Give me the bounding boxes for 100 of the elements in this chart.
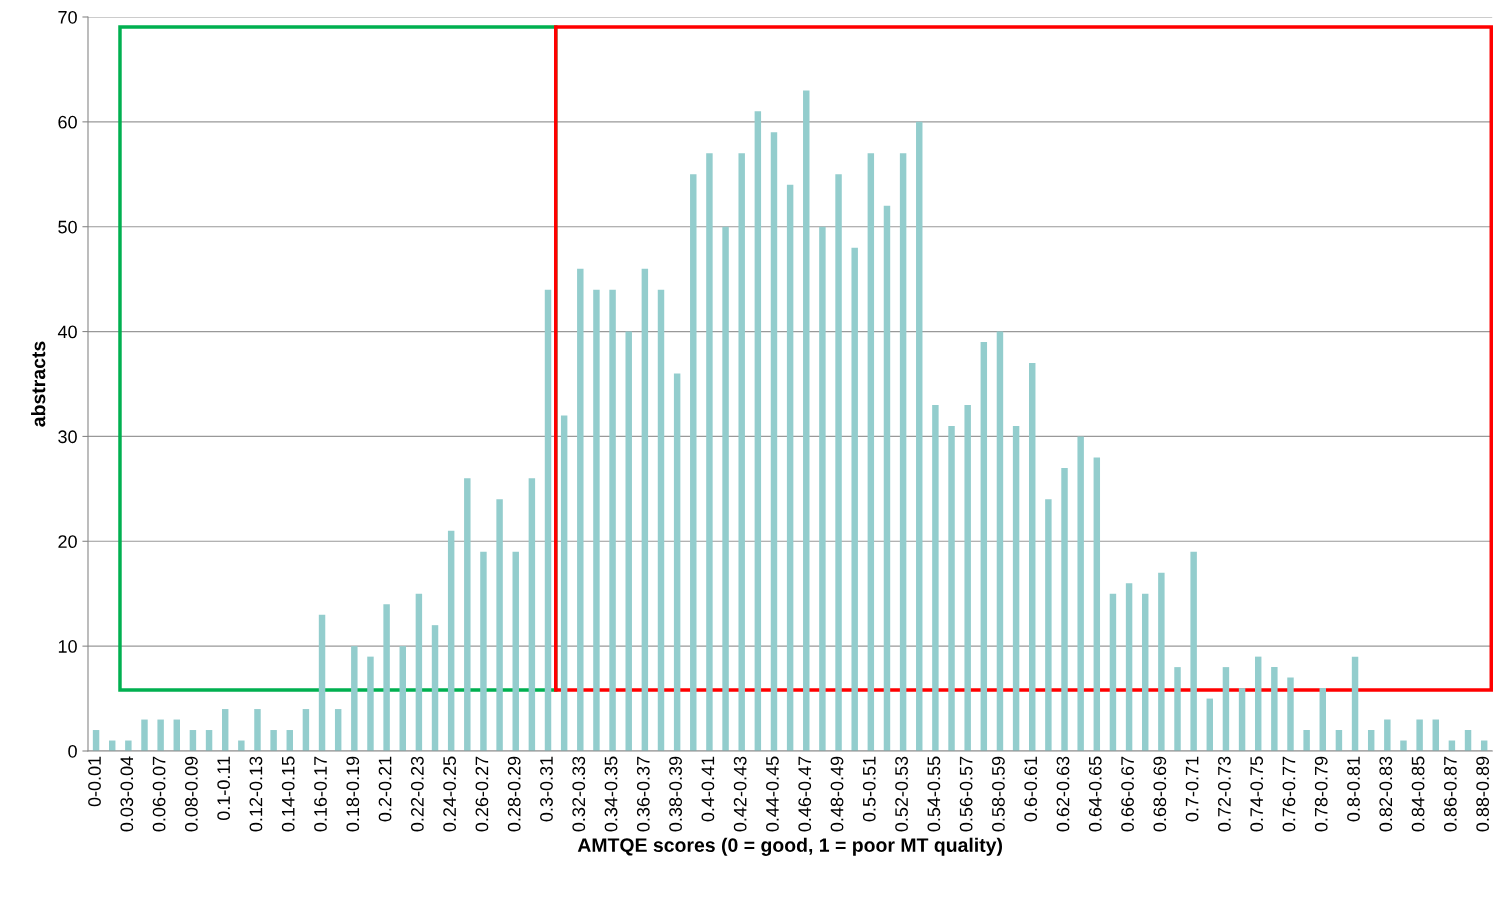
bar (673, 373, 681, 751)
bar (851, 247, 858, 751)
bar (593, 289, 600, 751)
bar (383, 604, 390, 751)
bar (1093, 457, 1101, 751)
x-tick-label: 0.7-0.71 (1185, 756, 1199, 822)
bar (1238, 688, 1246, 751)
bar (1271, 667, 1278, 751)
bar (819, 226, 826, 751)
x-tick-label: 0.22-0.23 (410, 756, 424, 832)
bar (1222, 667, 1230, 751)
bar (1287, 677, 1294, 751)
bar (948, 425, 955, 751)
bar (738, 153, 745, 751)
x-tick-label: 0.88-0.89 (1476, 756, 1490, 832)
x-tick-label: 0.44-0.45 (766, 756, 779, 832)
bar (577, 268, 584, 751)
bar (899, 153, 907, 751)
bar (916, 121, 923, 751)
x-tick-label: 0.6-0.61 (1024, 756, 1038, 822)
y-tick-label: 60 (58, 115, 77, 129)
x-tick-label: 0.66-0.67 (1121, 756, 1134, 832)
x-tick-label: 0.74-0.75 (1250, 756, 1264, 832)
x-tick-label: 0.18-0.19 (346, 756, 360, 832)
bar (464, 478, 471, 751)
x-tick-label: 0.06-0.07 (152, 756, 166, 832)
x-tick-label: 0.64-0.65 (1088, 756, 1102, 832)
x-tick-label: 0.03-0.04 (120, 756, 134, 832)
x-tick-label: 0.16-0.17 (314, 756, 327, 832)
y-tick-label: 0 (68, 744, 77, 758)
x-tick-label: 0-0.01 (88, 756, 101, 807)
bar (964, 404, 971, 751)
bar (1400, 740, 1407, 751)
y-tick-label: 70 (58, 10, 77, 24)
bar (625, 331, 632, 751)
x-tick-label: 0.36-0.37 (636, 756, 650, 832)
bar (754, 111, 762, 751)
bar (528, 478, 536, 751)
bar (1384, 719, 1391, 751)
bar (609, 289, 616, 751)
bar (786, 184, 794, 751)
x-tick-label: 0.26-0.27 (475, 756, 489, 832)
bar (706, 153, 713, 751)
x-tick-label: 0.12-0.13 (249, 756, 263, 832)
x-tick-label: 0.32-0.33 (572, 756, 586, 832)
y-axis-title: abstracts (31, 341, 46, 427)
x-tick-label: 0.58-0.59 (992, 756, 1005, 832)
bar (512, 551, 519, 751)
x-tick-label: 0.28-0.29 (507, 756, 521, 832)
x-tick-label: 0.38-0.39 (669, 756, 682, 832)
bar (334, 709, 342, 751)
x-tick-label: 0.54-0.55 (927, 756, 941, 832)
x-tick-label: 0.76-0.77 (1282, 756, 1296, 832)
bar (254, 709, 261, 751)
bar (1416, 719, 1423, 751)
x-tick-label: 0.46-0.47 (798, 756, 812, 832)
x-tick-label: 0.42-0.43 (733, 756, 747, 832)
x-tick-label: 0.48-0.49 (830, 756, 844, 832)
x-tick-label: 0.78-0.79 (1314, 756, 1328, 832)
x-tick-label: 0.82-0.83 (1379, 756, 1393, 832)
y-tick-label: 20 (58, 535, 77, 549)
bar (415, 593, 423, 751)
bar (560, 415, 568, 751)
x-tick-label: 0.2-0.21 (378, 756, 392, 822)
x-tick-label: 0.86-0.87 (1443, 756, 1457, 832)
bar (770, 132, 778, 751)
bar (803, 90, 810, 751)
bar (1109, 593, 1117, 751)
y-tick-label: 10 (58, 640, 77, 653)
x-tick-label: 0.3-0.31 (540, 756, 553, 822)
bar (351, 646, 358, 751)
bar (980, 342, 988, 751)
bar (1319, 688, 1326, 751)
x-tick-label: 0.1-0.11 (217, 756, 231, 821)
bar (722, 226, 729, 751)
bar (157, 719, 164, 751)
bar (480, 551, 487, 751)
bar (835, 174, 842, 751)
bar (1174, 667, 1181, 751)
x-axis-title: AMTQE scores (0 = good, 1 = poor MT quality) (577, 837, 1003, 856)
bar (141, 719, 148, 751)
x-tick-label: 0.84-0.85 (1411, 756, 1425, 832)
bar (932, 404, 939, 751)
x-tick-label: 0.5-0.51 (862, 756, 876, 822)
x-tick-label: 0.62-0.63 (1056, 756, 1070, 832)
y-tick-label: 50 (58, 220, 77, 234)
x-tick-label: 0.24-0.25 (443, 756, 457, 832)
bar (1351, 656, 1359, 751)
bar (690, 174, 697, 751)
bar (1303, 730, 1310, 751)
x-tick-label: 0.56-0.57 (959, 756, 973, 832)
bar (1125, 583, 1133, 751)
bar (238, 740, 245, 751)
bar (1045, 499, 1052, 751)
bar (867, 153, 875, 751)
bar (125, 740, 132, 751)
x-tick-label: 0.8-0.81 (1347, 756, 1360, 822)
bar (657, 289, 665, 751)
bar (1190, 551, 1197, 751)
bar (431, 625, 439, 751)
